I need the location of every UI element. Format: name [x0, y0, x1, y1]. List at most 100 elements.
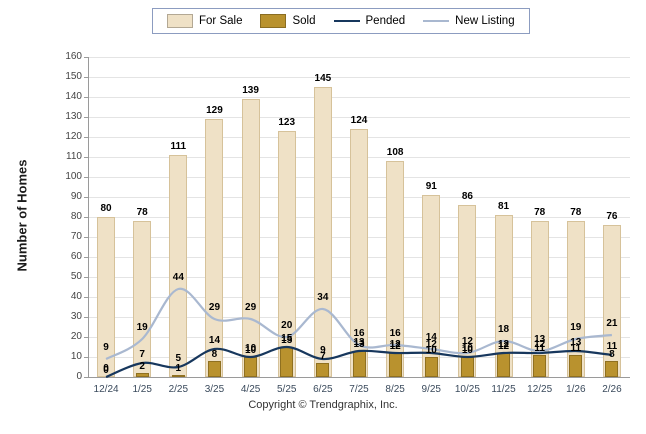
- pended-value-label: 5: [175, 353, 182, 364]
- new-listing-swatch-icon: [423, 20, 450, 22]
- y-tick-mark: [84, 357, 88, 358]
- for-sale-bar: [169, 155, 188, 377]
- sold-bar: [533, 355, 547, 377]
- y-tick-label: 40: [70, 291, 82, 302]
- sold-value-label: 12: [497, 341, 510, 352]
- new-listing-value-label: 9: [103, 342, 109, 353]
- y-tick-mark: [84, 377, 88, 378]
- gridline: [88, 117, 630, 118]
- pended-value-label: 12: [497, 339, 510, 350]
- y-tick-mark: [84, 197, 88, 198]
- new-listing-value-label: 19: [570, 322, 582, 333]
- for-sale-swatch-icon: [167, 14, 193, 28]
- y-tick-label: 20: [70, 331, 82, 342]
- pended-value-label: 14: [208, 335, 221, 346]
- y-tick-mark: [84, 57, 88, 58]
- sold-value-label: 11: [534, 343, 545, 354]
- legend: For Sale Sold Pended New Listing: [152, 8, 530, 34]
- y-tick-mark: [84, 137, 88, 138]
- y-tick-label: 110: [66, 151, 82, 162]
- new-listing-value-label: 20: [281, 320, 293, 331]
- y-tick-label: 30: [70, 311, 82, 322]
- new-listing-value-label: 21: [606, 318, 618, 329]
- y-tick-mark: [84, 337, 88, 338]
- x-tick-label: 12/24: [93, 384, 119, 395]
- y-tick-mark: [84, 277, 88, 278]
- legend-label-new-listing: New Listing: [455, 15, 515, 27]
- x-tick-label: 8/25: [385, 384, 405, 395]
- y-tick-label: 10: [70, 351, 82, 362]
- new-listing-value-label: 34: [317, 292, 329, 303]
- sold-value-label: 0: [103, 365, 109, 376]
- pended-value-label: 10: [245, 343, 257, 354]
- sold-bar: [207, 361, 221, 377]
- sold-value-label: 10: [425, 345, 437, 356]
- for-sale-value-label: 145: [314, 73, 332, 84]
- y-tick-mark: [84, 317, 88, 318]
- y-tick-mark: [84, 217, 88, 218]
- x-tick-label: 2/26: [602, 384, 622, 395]
- y-tick-label: 100: [65, 171, 82, 182]
- sold-value-label: 11: [570, 343, 582, 354]
- y-tick-mark: [84, 117, 88, 118]
- y-tick-label: 70: [70, 231, 82, 242]
- sold-bar: [388, 353, 402, 377]
- sold-bar: [171, 375, 185, 377]
- pended-value-label: 15: [281, 333, 293, 344]
- copyright-text: Copyright © Trendgraphix, Inc.: [248, 399, 398, 411]
- pended-value-label: 12: [389, 339, 401, 350]
- sold-bar: [424, 357, 438, 377]
- x-axis-line: [88, 377, 630, 378]
- for-sale-bar: [241, 99, 260, 377]
- x-tick-label: 3/25: [204, 384, 225, 395]
- sold-value-label: 8: [609, 349, 615, 360]
- new-listing-value-label: 29: [208, 302, 221, 313]
- y-tick-label: 60: [70, 251, 82, 262]
- x-tick-label: 7/25: [349, 384, 369, 395]
- pended-value-label: 12: [425, 339, 437, 350]
- for-sale-bar: [313, 87, 332, 377]
- y-axis-line: [88, 57, 89, 377]
- y-tick-label: 130: [65, 111, 82, 122]
- for-sale-value-label: 78: [570, 207, 582, 218]
- legend-item-pended: Pended: [333, 15, 405, 27]
- sold-swatch-icon: [260, 14, 287, 28]
- sold-value-label: 15: [281, 335, 293, 346]
- x-tick-label: 1/26: [566, 384, 586, 395]
- for-sale-value-label: 108: [386, 147, 404, 158]
- pended-value-label: 9: [320, 345, 326, 356]
- pended-value-label: 13: [570, 337, 582, 348]
- for-sale-value-label: 78: [534, 207, 546, 218]
- legend-label-sold: Sold: [292, 15, 316, 27]
- new-listing-value-label: 12: [461, 336, 473, 347]
- pended-value-label: 7: [139, 349, 145, 360]
- x-tick-label: 6/25: [313, 384, 333, 395]
- sold-bar: [280, 347, 294, 377]
- sold-value-label: 7: [320, 351, 326, 362]
- new-listing-value-label: 16: [353, 328, 365, 339]
- sold-value-label: 12: [389, 341, 401, 352]
- y-tick-label: 140: [65, 91, 82, 102]
- y-tick-label: 150: [65, 71, 82, 82]
- x-tick-label: 9/25: [421, 384, 441, 395]
- pended-value-label: 12: [534, 339, 546, 350]
- for-sale-value-label: 129: [206, 105, 223, 116]
- gridline: [88, 97, 630, 98]
- pended-value-label: 13: [353, 337, 365, 348]
- pended-swatch-icon: [333, 20, 360, 22]
- for-sale-value-label: 124: [350, 115, 368, 126]
- y-tick-mark: [84, 237, 88, 238]
- gridline: [88, 57, 630, 58]
- for-sale-value-label: 80: [100, 203, 112, 214]
- sold-bar: [605, 361, 619, 377]
- pended-value-label: 11: [606, 341, 618, 352]
- y-tick-label: 80: [70, 211, 82, 222]
- new-listing-value-label: 13: [534, 334, 546, 345]
- sold-value-label: 13: [353, 339, 365, 350]
- pended-value-label: 0: [103, 363, 109, 374]
- new-listing-value-label: 19: [136, 322, 148, 333]
- for-sale-bar: [97, 217, 116, 377]
- x-tick-label: 5/25: [276, 384, 297, 395]
- for-sale-value-label: 139: [242, 85, 259, 96]
